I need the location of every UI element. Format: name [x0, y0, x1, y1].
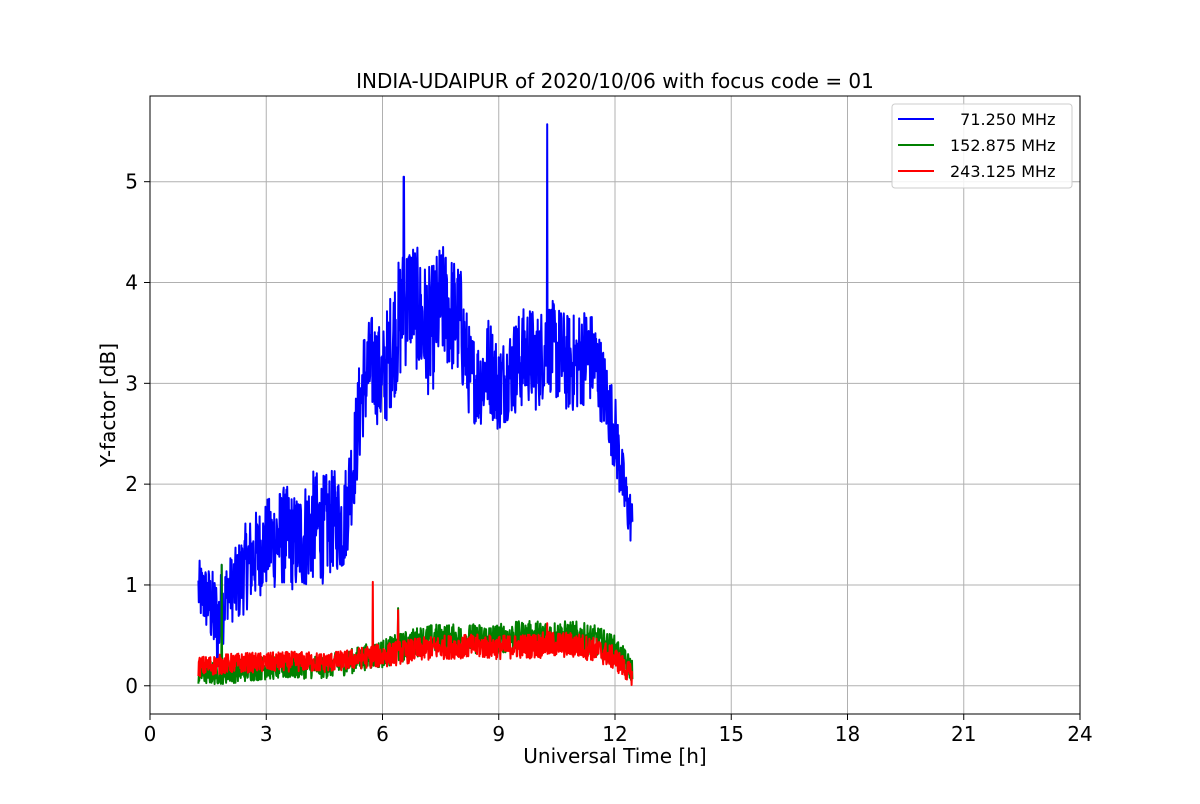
- x-tick-label: 24: [1067, 722, 1092, 746]
- legend-label-1: 71.250 MHz: [950, 110, 1055, 129]
- chart-title: INDIA-UDAIPUR of 2020/10/06 with focus c…: [356, 69, 874, 93]
- y-tick-label: 3: [125, 371, 138, 395]
- legend: 71.250 MHz 152.875 MHz 243.125 MHz: [891, 103, 1073, 189]
- series-line-3: [197, 580, 634, 686]
- y-axis-label: Y-factor [dB]: [96, 343, 120, 468]
- x-axis-label: Universal Time [h]: [523, 744, 706, 768]
- legend-label-3: 243.125 MHz: [950, 162, 1055, 181]
- x-tick-label: 3: [260, 722, 273, 746]
- series-line-1: [197, 123, 634, 668]
- x-tick-label: 12: [602, 722, 627, 746]
- x-tick-label: 0: [144, 722, 157, 746]
- legend-label-2: 152.875 MHz: [950, 136, 1055, 155]
- series-layer: [197, 123, 634, 686]
- y-tick-label: 0: [125, 674, 138, 698]
- x-tick-label: 15: [719, 722, 744, 746]
- x-tick-label: 18: [835, 722, 860, 746]
- x-tick-label: 21: [951, 722, 976, 746]
- x-tick-label: 6: [376, 722, 389, 746]
- y-tick-label: 5: [125, 170, 138, 194]
- legend-box: [891, 103, 1073, 189]
- y-tick-label: 2: [125, 472, 138, 496]
- y-tick-label: 4: [125, 271, 138, 295]
- y-tick-label: 1: [125, 573, 138, 597]
- x-tick-label: 9: [492, 722, 505, 746]
